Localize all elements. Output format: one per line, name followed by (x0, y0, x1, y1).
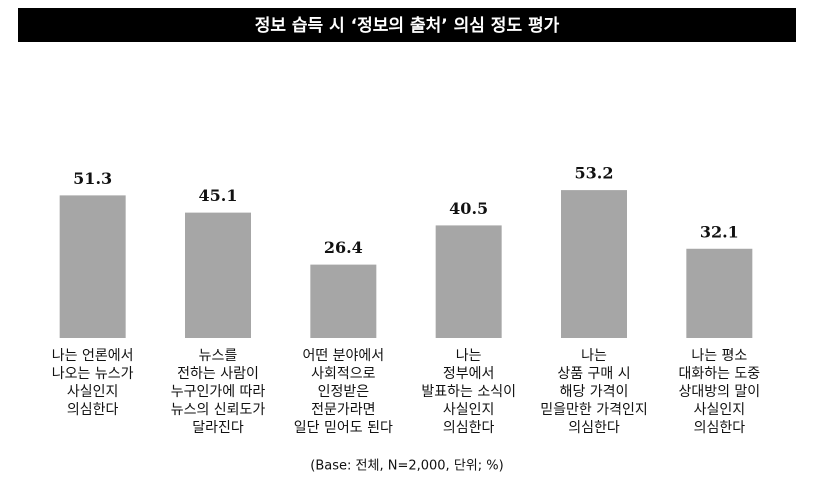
category-label: 어떤 분야에서 (302, 348, 384, 364)
category-label: 의심한다 (443, 420, 495, 436)
value-label: 51.3 (73, 169, 112, 188)
category-label: 믿을만한 가격인지 (540, 402, 648, 418)
category-label: 전문가라면 (311, 402, 375, 418)
category-label: 사회적으로 (311, 366, 376, 382)
category-label: 나오는 뉴스가 (52, 366, 134, 382)
value-label: 53.2 (575, 164, 614, 183)
bar (435, 225, 502, 338)
chart-note: (Base: 전체, N=2,000, 단위; %) (310, 459, 503, 474)
category-label: 나는 (581, 348, 607, 364)
category-label: 달라진다 (192, 420, 244, 436)
category-label: 의심한다 (568, 420, 620, 436)
category-label: 의심한다 (694, 420, 746, 436)
value-label: 40.5 (449, 199, 488, 218)
category-label: 상품 구매 시 (557, 366, 630, 382)
category-label: 대화하는 도중 (678, 366, 760, 382)
category-label: 발표하는 소식이 (421, 384, 516, 400)
category-label: 해당 가격이 (560, 384, 629, 400)
bar (686, 248, 753, 338)
category-label: 나는 평소 (691, 348, 747, 364)
category-label: 뉴스의 신뢰도가 (171, 402, 266, 418)
category-label: 뉴스를 (199, 348, 238, 364)
category-label: 상대방의 말이 (678, 384, 760, 400)
category-label: 사실인지 (67, 384, 119, 400)
category-label: 인정받은 (318, 384, 370, 400)
bar (561, 190, 627, 338)
category-label: 누구인가에 따라 (171, 384, 266, 400)
bar (185, 212, 251, 338)
category-label: 사실인지 (443, 402, 495, 418)
category-label: 나는 언론에서 (52, 348, 134, 364)
value-label: 26.4 (324, 238, 363, 257)
bar (310, 264, 377, 338)
chart-title: 정보 습득 시 ‘정보의 출처’ 의심 정도 평가 (255, 16, 560, 36)
category-label: 정부에서 (443, 366, 495, 382)
category-label: 일단 믿어도 된다 (294, 420, 393, 436)
category-label: 전하는 사람이 (177, 366, 259, 382)
category-label: 의심한다 (67, 402, 119, 418)
value-label: 45.1 (199, 186, 238, 205)
title-banner (18, 8, 796, 42)
category-label: 나는 (456, 348, 482, 364)
bar (59, 195, 126, 338)
category-label: 사실인지 (694, 402, 746, 418)
value-label: 32.1 (700, 222, 739, 241)
